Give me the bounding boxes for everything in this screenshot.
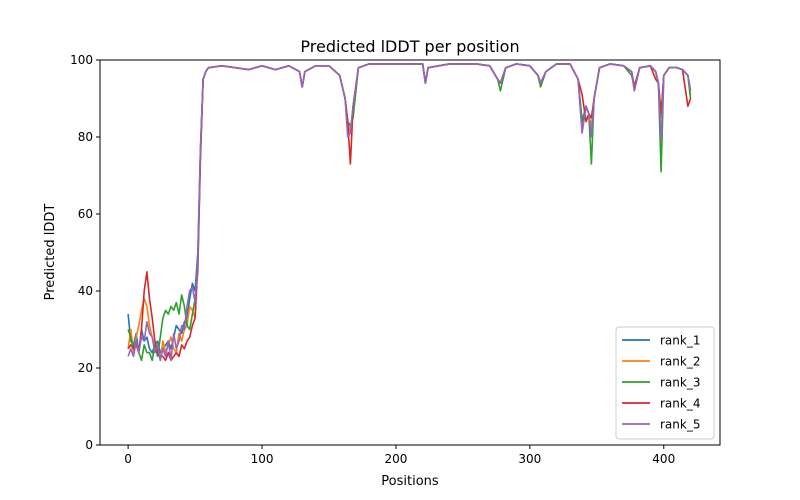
axis-ticks: 0 100 200 300 400 0 20 40 60 80 100 [70, 53, 675, 466]
y-tick-label: 0 [85, 438, 93, 452]
series-line-rank_1 [127, 63, 692, 354]
legend-label-rank_5: rank_5 [660, 418, 700, 432]
series-lines [127, 63, 692, 362]
y-tick-label: 80 [78, 130, 93, 144]
x-tick-label: 400 [652, 452, 675, 466]
legend: rank_1 rank_2 rank_3 rank_4 rank_5 [615, 326, 715, 440]
x-axis-label: Positions [381, 474, 439, 489]
y-tick-label: 60 [78, 207, 93, 221]
series-line-rank_5 [127, 63, 692, 362]
x-tick-label: 200 [384, 452, 407, 466]
y-tick-label: 20 [78, 361, 93, 375]
legend-label-rank_4: rank_4 [660, 397, 700, 411]
legend-label-rank_1: rank_1 [660, 334, 700, 348]
series-line-rank_3 [127, 63, 692, 362]
chart-title: Predicted lDDT per position [300, 37, 519, 56]
x-tick-label: 100 [251, 452, 274, 466]
y-tick-label: 40 [78, 284, 93, 298]
x-tick-label: 0 [124, 452, 132, 466]
series-line-rank_2 [127, 63, 692, 362]
plot-frame [99, 59, 721, 446]
legend-box [615, 326, 715, 440]
legend-label-rank_3: rank_3 [660, 376, 700, 390]
legend-label-rank_2: rank_2 [660, 355, 700, 369]
x-tick-label: 300 [518, 452, 541, 466]
y-axis-label: Predicted lDDT [43, 204, 58, 301]
series-line-rank_4 [127, 63, 692, 362]
y-tick-label: 100 [70, 53, 93, 67]
